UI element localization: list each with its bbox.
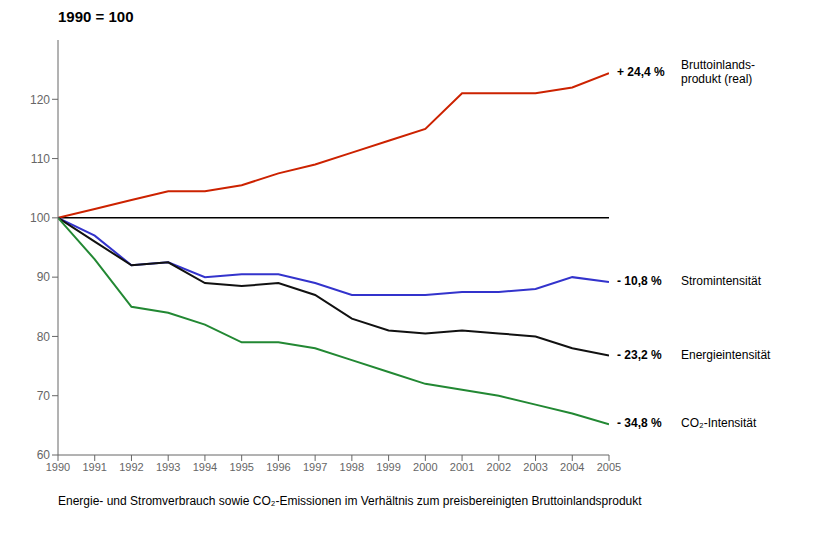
- svg-text:2001: 2001: [450, 461, 474, 473]
- svg-text:produkt (real): produkt (real): [681, 72, 752, 86]
- svg-text:- 34,8 %: - 34,8 %: [617, 416, 662, 430]
- html-text:Energie- und Stromverbrauch so: Energie- und Stromverbrauch sowie CO₂-Em…: [58, 494, 642, 508]
- svg-text:1993: 1993: [156, 461, 180, 473]
- svg-text:1995: 1995: [229, 461, 253, 473]
- svg-text:2000: 2000: [413, 461, 437, 473]
- svg-text:1998: 1998: [340, 461, 364, 473]
- svg-text:+ 24,4 %: + 24,4 %: [617, 65, 665, 79]
- svg-text:100: 100: [30, 211, 50, 225]
- svg-text:120: 120: [30, 93, 50, 107]
- svg-text:80: 80: [37, 330, 51, 344]
- svg-text:60: 60: [37, 448, 51, 462]
- svg-text:Bruttoinlands-: Bruttoinlands-: [681, 58, 755, 72]
- svg-text:1999: 1999: [376, 461, 400, 473]
- svg-text:1992: 1992: [119, 461, 143, 473]
- svg-text:CO₂-Intensität: CO₂-Intensität: [681, 416, 757, 430]
- svg-text:2005: 2005: [597, 461, 621, 473]
- svg-text:2003: 2003: [523, 461, 547, 473]
- svg-text:110: 110: [31, 152, 50, 166]
- svg-text:70: 70: [37, 389, 51, 403]
- svg-text:1991: 1991: [82, 461, 106, 473]
- svg-text:1997: 1997: [303, 461, 327, 473]
- svg-text:Energieintensität: Energieintensität: [681, 348, 771, 362]
- svg-text:1990: 1990: [46, 461, 70, 473]
- svg-text:- 10,8 %: - 10,8 %: [617, 274, 662, 288]
- svg-text:2002: 2002: [487, 461, 511, 473]
- svg-text:90: 90: [37, 270, 51, 284]
- svg-text:Stromintensität: Stromintensität: [681, 274, 762, 288]
- svg-text:2004: 2004: [560, 461, 584, 473]
- svg-text:1994: 1994: [193, 461, 217, 473]
- html-text:1990 = 100: 1990 = 100: [58, 8, 134, 25]
- svg-text:1996: 1996: [266, 461, 290, 473]
- svg-text:- 23,2 %: - 23,2 %: [617, 348, 662, 362]
